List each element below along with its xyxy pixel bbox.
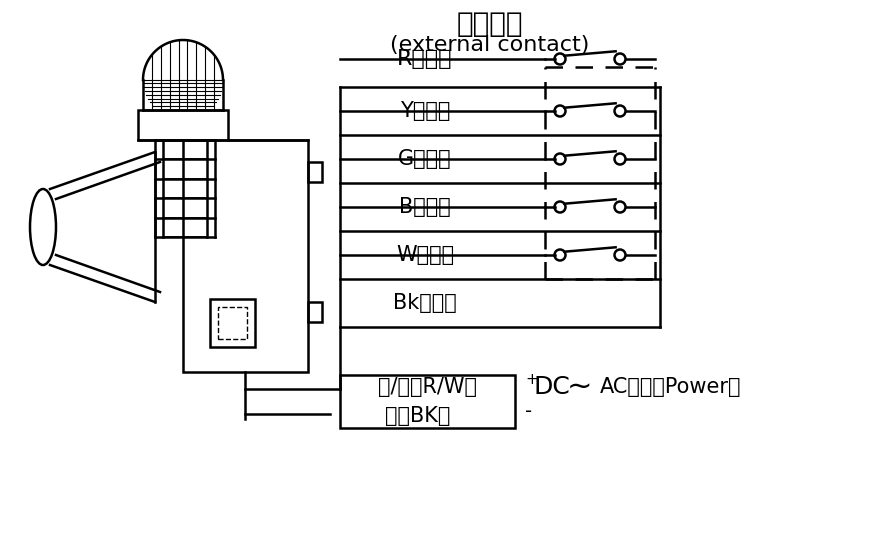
Text: Y（黄）: Y（黄）: [400, 101, 451, 121]
Text: G（绿）: G（绿）: [398, 149, 452, 169]
Text: AC电源（Power）: AC电源（Power）: [600, 377, 741, 397]
Text: -: -: [525, 403, 532, 422]
Bar: [183, 140, 308, 372]
Text: 黑（BK）: 黑（BK）: [385, 406, 451, 426]
Text: ~: ~: [567, 373, 592, 402]
Text: DC: DC: [533, 375, 570, 399]
Bar: [308, 162, 322, 182]
Text: R（红）: R（红）: [397, 49, 452, 69]
Text: +: +: [525, 372, 538, 387]
Text: Bk（黑）: Bk（黑）: [393, 293, 457, 313]
Bar: [138, 110, 228, 140]
Text: 外部接点: 外部接点: [457, 10, 523, 38]
Bar: [218, 307, 247, 339]
Bar: [340, 375, 515, 428]
Text: (external contact): (external contact): [390, 35, 590, 55]
Text: W（白）: W（白）: [396, 245, 454, 265]
Text: 红/白（R/W）: 红/白（R/W）: [378, 377, 477, 397]
Text: B（蓝）: B（蓝）: [399, 197, 451, 217]
Bar: [308, 302, 322, 322]
Bar: [210, 299, 255, 347]
